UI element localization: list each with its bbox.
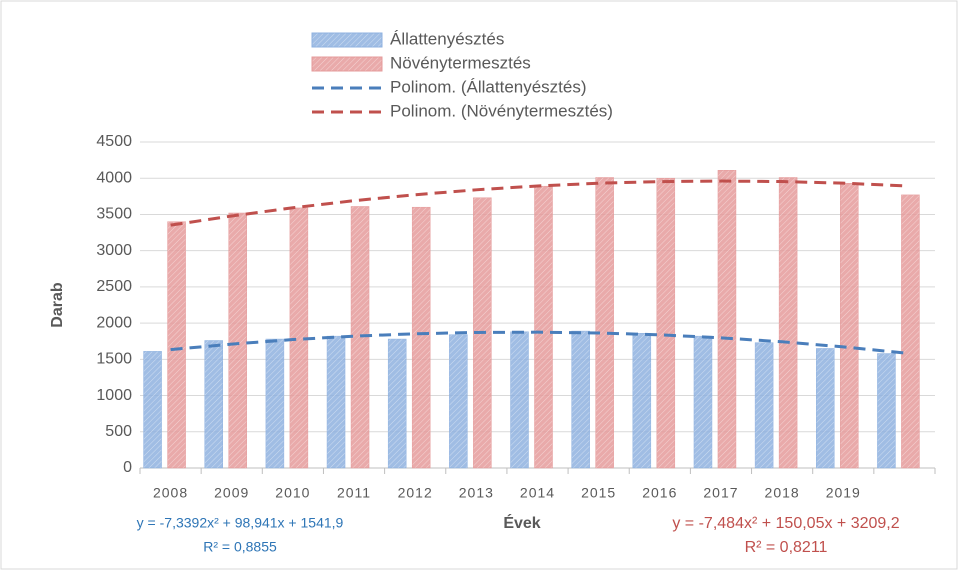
bar <box>326 335 346 469</box>
trend-line <box>170 179 905 227</box>
bar <box>595 177 614 469</box>
bar <box>717 170 737 469</box>
x-tick-label: 2010 <box>275 485 310 501</box>
x-tick-label: 2009 <box>214 485 249 501</box>
bar <box>571 330 590 469</box>
x-axis-label: Évek <box>503 513 540 532</box>
bar <box>204 340 223 469</box>
bar <box>877 353 896 469</box>
bar <box>387 338 407 469</box>
y-tick-label: 3500 <box>96 206 132 223</box>
annotation: y = -7,484x² + 150,05x + 3209,2 <box>672 515 899 532</box>
bar <box>656 177 676 469</box>
x-tick-label: 2013 <box>459 485 494 501</box>
y-tick-label: 4000 <box>96 169 132 186</box>
x-tick-label: 2011 <box>337 485 371 501</box>
x-tick-label: 2017 <box>703 485 738 501</box>
bar <box>449 334 468 469</box>
bar <box>411 206 431 469</box>
bar <box>754 342 774 469</box>
bar <box>693 335 713 469</box>
x-tick-label: 2019 <box>826 485 861 501</box>
bar <box>778 177 798 469</box>
legend-label: Polinom. (Állattenyésztés) <box>390 77 587 96</box>
legend-label: Állattenyésztés <box>390 29 504 48</box>
bar <box>840 183 859 469</box>
annotation: R² = 0,8211 <box>745 539 828 556</box>
legend-swatch <box>311 32 383 48</box>
x-tick-label: 2018 <box>765 485 800 501</box>
x-tick-label: 2014 <box>520 485 555 501</box>
y-tick-label: 4500 <box>96 133 132 150</box>
bar <box>510 331 529 469</box>
bar <box>632 333 652 469</box>
x-tick-label: 2016 <box>642 485 677 501</box>
bar <box>901 194 920 469</box>
legend-swatch <box>311 56 383 72</box>
x-tick-label: 2008 <box>153 485 188 501</box>
trend-line <box>170 330 905 355</box>
x-tick-label: 2012 <box>398 485 433 501</box>
annotation: R² = 0,8855 <box>203 539 277 555</box>
legend-label: Polinom. (Növénytermesztés) <box>390 101 613 120</box>
annotation: y = -7,3392x² + 98,941x + 1541,9 <box>137 515 344 531</box>
x-tick-label: 2015 <box>581 485 616 501</box>
y-tick-label: 0 <box>123 459 132 476</box>
y-tick-label: 1500 <box>96 351 132 368</box>
bar <box>265 338 285 469</box>
bar <box>816 348 835 469</box>
bar <box>143 351 162 469</box>
y-tick-label: 500 <box>105 423 132 440</box>
y-tick-label: 2000 <box>96 314 132 331</box>
y-tick-label: 3000 <box>96 242 132 259</box>
bar <box>228 212 247 469</box>
bar <box>167 221 186 469</box>
bar <box>350 206 370 469</box>
y-tick-label: 1000 <box>96 387 132 404</box>
bar <box>534 185 553 469</box>
y-tick-label: 2500 <box>96 278 132 295</box>
legend-label: Növénytermesztés <box>390 53 531 72</box>
y-axis-label: Darab <box>49 282 66 328</box>
